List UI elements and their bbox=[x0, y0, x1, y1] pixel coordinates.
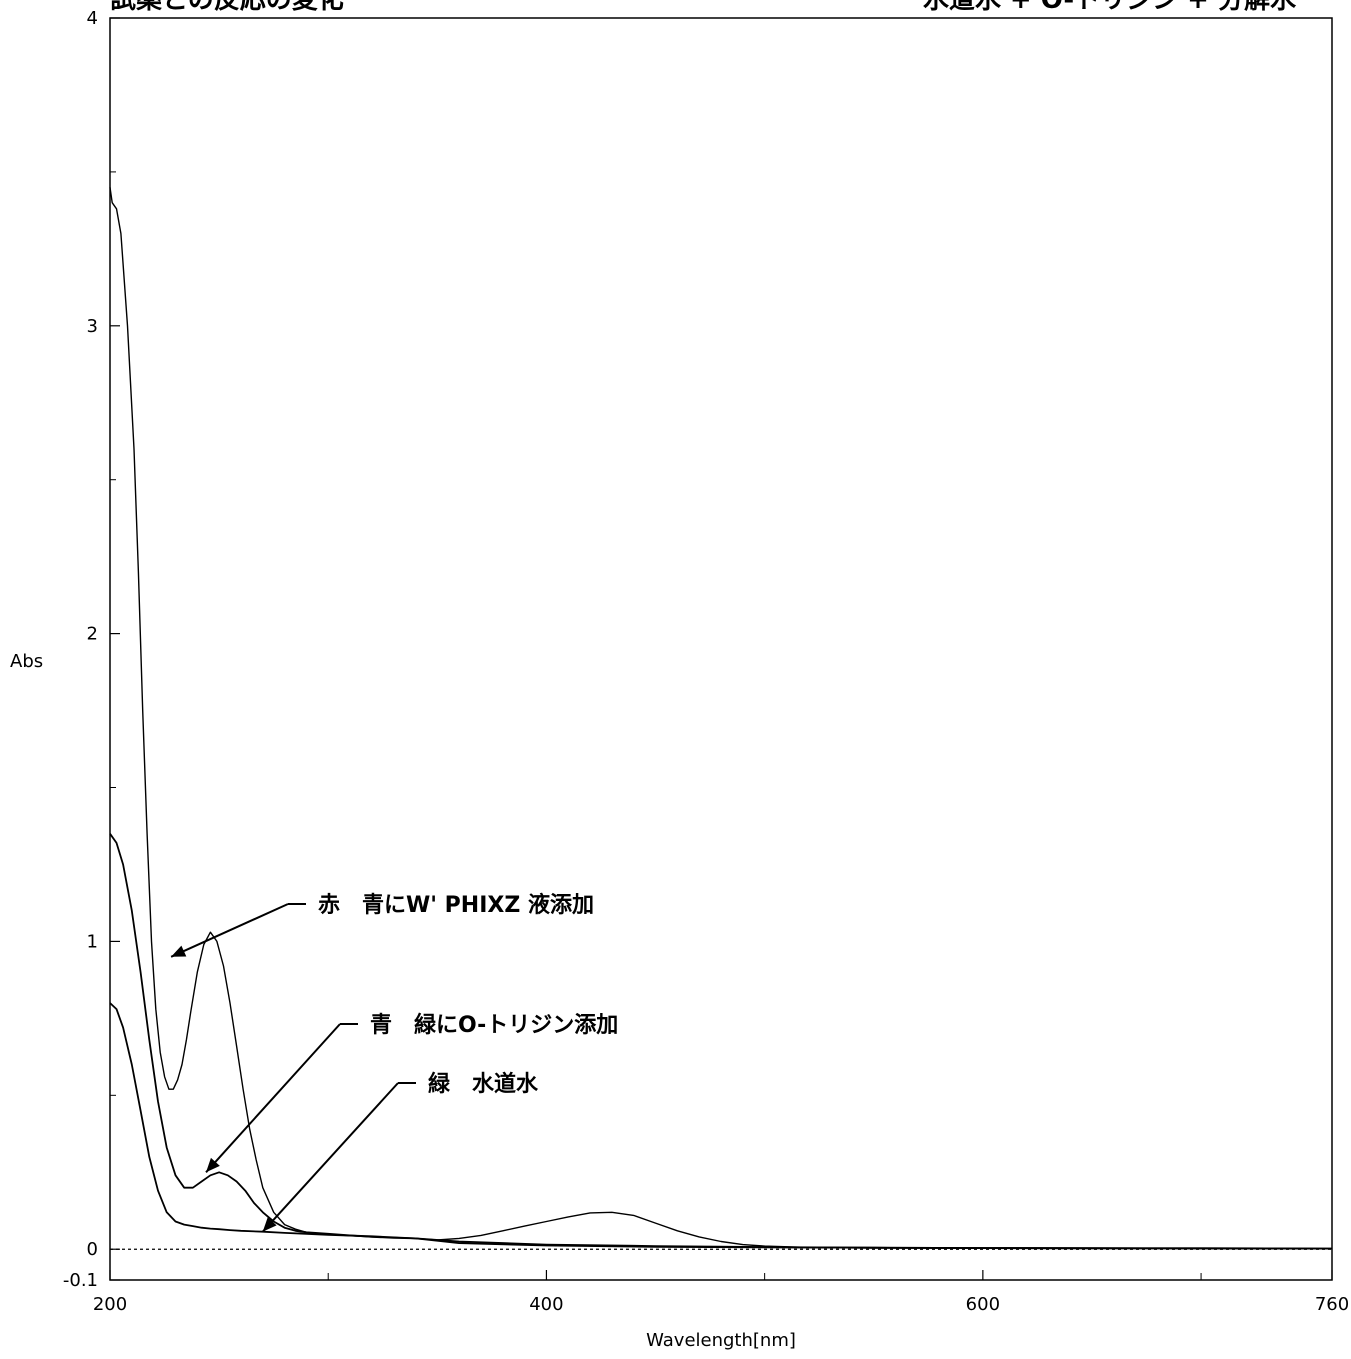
y-tick-label: 2 bbox=[87, 624, 98, 645]
series-line-3 bbox=[109, 1002, 1333, 1250]
annotation-arrowhead-2 bbox=[206, 1157, 220, 1173]
x-axis-label: Wavelength[nm] bbox=[646, 1330, 796, 1351]
x-tick-label: 200 bbox=[93, 1294, 127, 1315]
series-line-1 bbox=[109, 187, 1332, 1250]
annotation-arrow-2 bbox=[205, 1023, 341, 1173]
annotation-arrow-1 bbox=[170, 903, 289, 958]
chart-title: 試薬との反応の変化 bbox=[110, 0, 344, 15]
y-axis: -0.1 0 1 2 3 4 bbox=[63, 8, 120, 1291]
y-tick-label: 4 bbox=[87, 8, 98, 29]
x-tick-label: 600 bbox=[966, 1294, 1000, 1315]
plot-frame bbox=[109, 17, 1333, 1281]
annotation-arrow-3 bbox=[262, 1082, 399, 1233]
annotation-label-2: 青 緑にO-トリジン添加 bbox=[370, 1012, 618, 1038]
y-tick-label: 1 bbox=[87, 931, 98, 952]
annotation-arrowhead-1 bbox=[171, 945, 187, 957]
x-tick-label: 760 bbox=[1315, 1294, 1349, 1315]
annotation-label-3: 緑 水道水 bbox=[428, 1071, 539, 1097]
annotation-label-1: 赤 青にW' PHIXZ 液添加 bbox=[318, 892, 594, 918]
series-line-2 bbox=[109, 833, 1333, 1250]
chart-subtitle: 水道水 + O-トリジン + 分解水 bbox=[923, 0, 1297, 15]
annotation-arrowhead-3 bbox=[262, 1217, 277, 1232]
series-group bbox=[109, 187, 1333, 1250]
x-axis: 200 400 600 760 bbox=[93, 1270, 1349, 1315]
y-tick-label: 3 bbox=[87, 316, 98, 337]
y-tick-label: 0 bbox=[87, 1239, 98, 1260]
y-tick-label: -0.1 bbox=[63, 1270, 98, 1291]
x-tick-label: 400 bbox=[529, 1294, 563, 1315]
y-axis-label: Abs bbox=[10, 651, 43, 672]
